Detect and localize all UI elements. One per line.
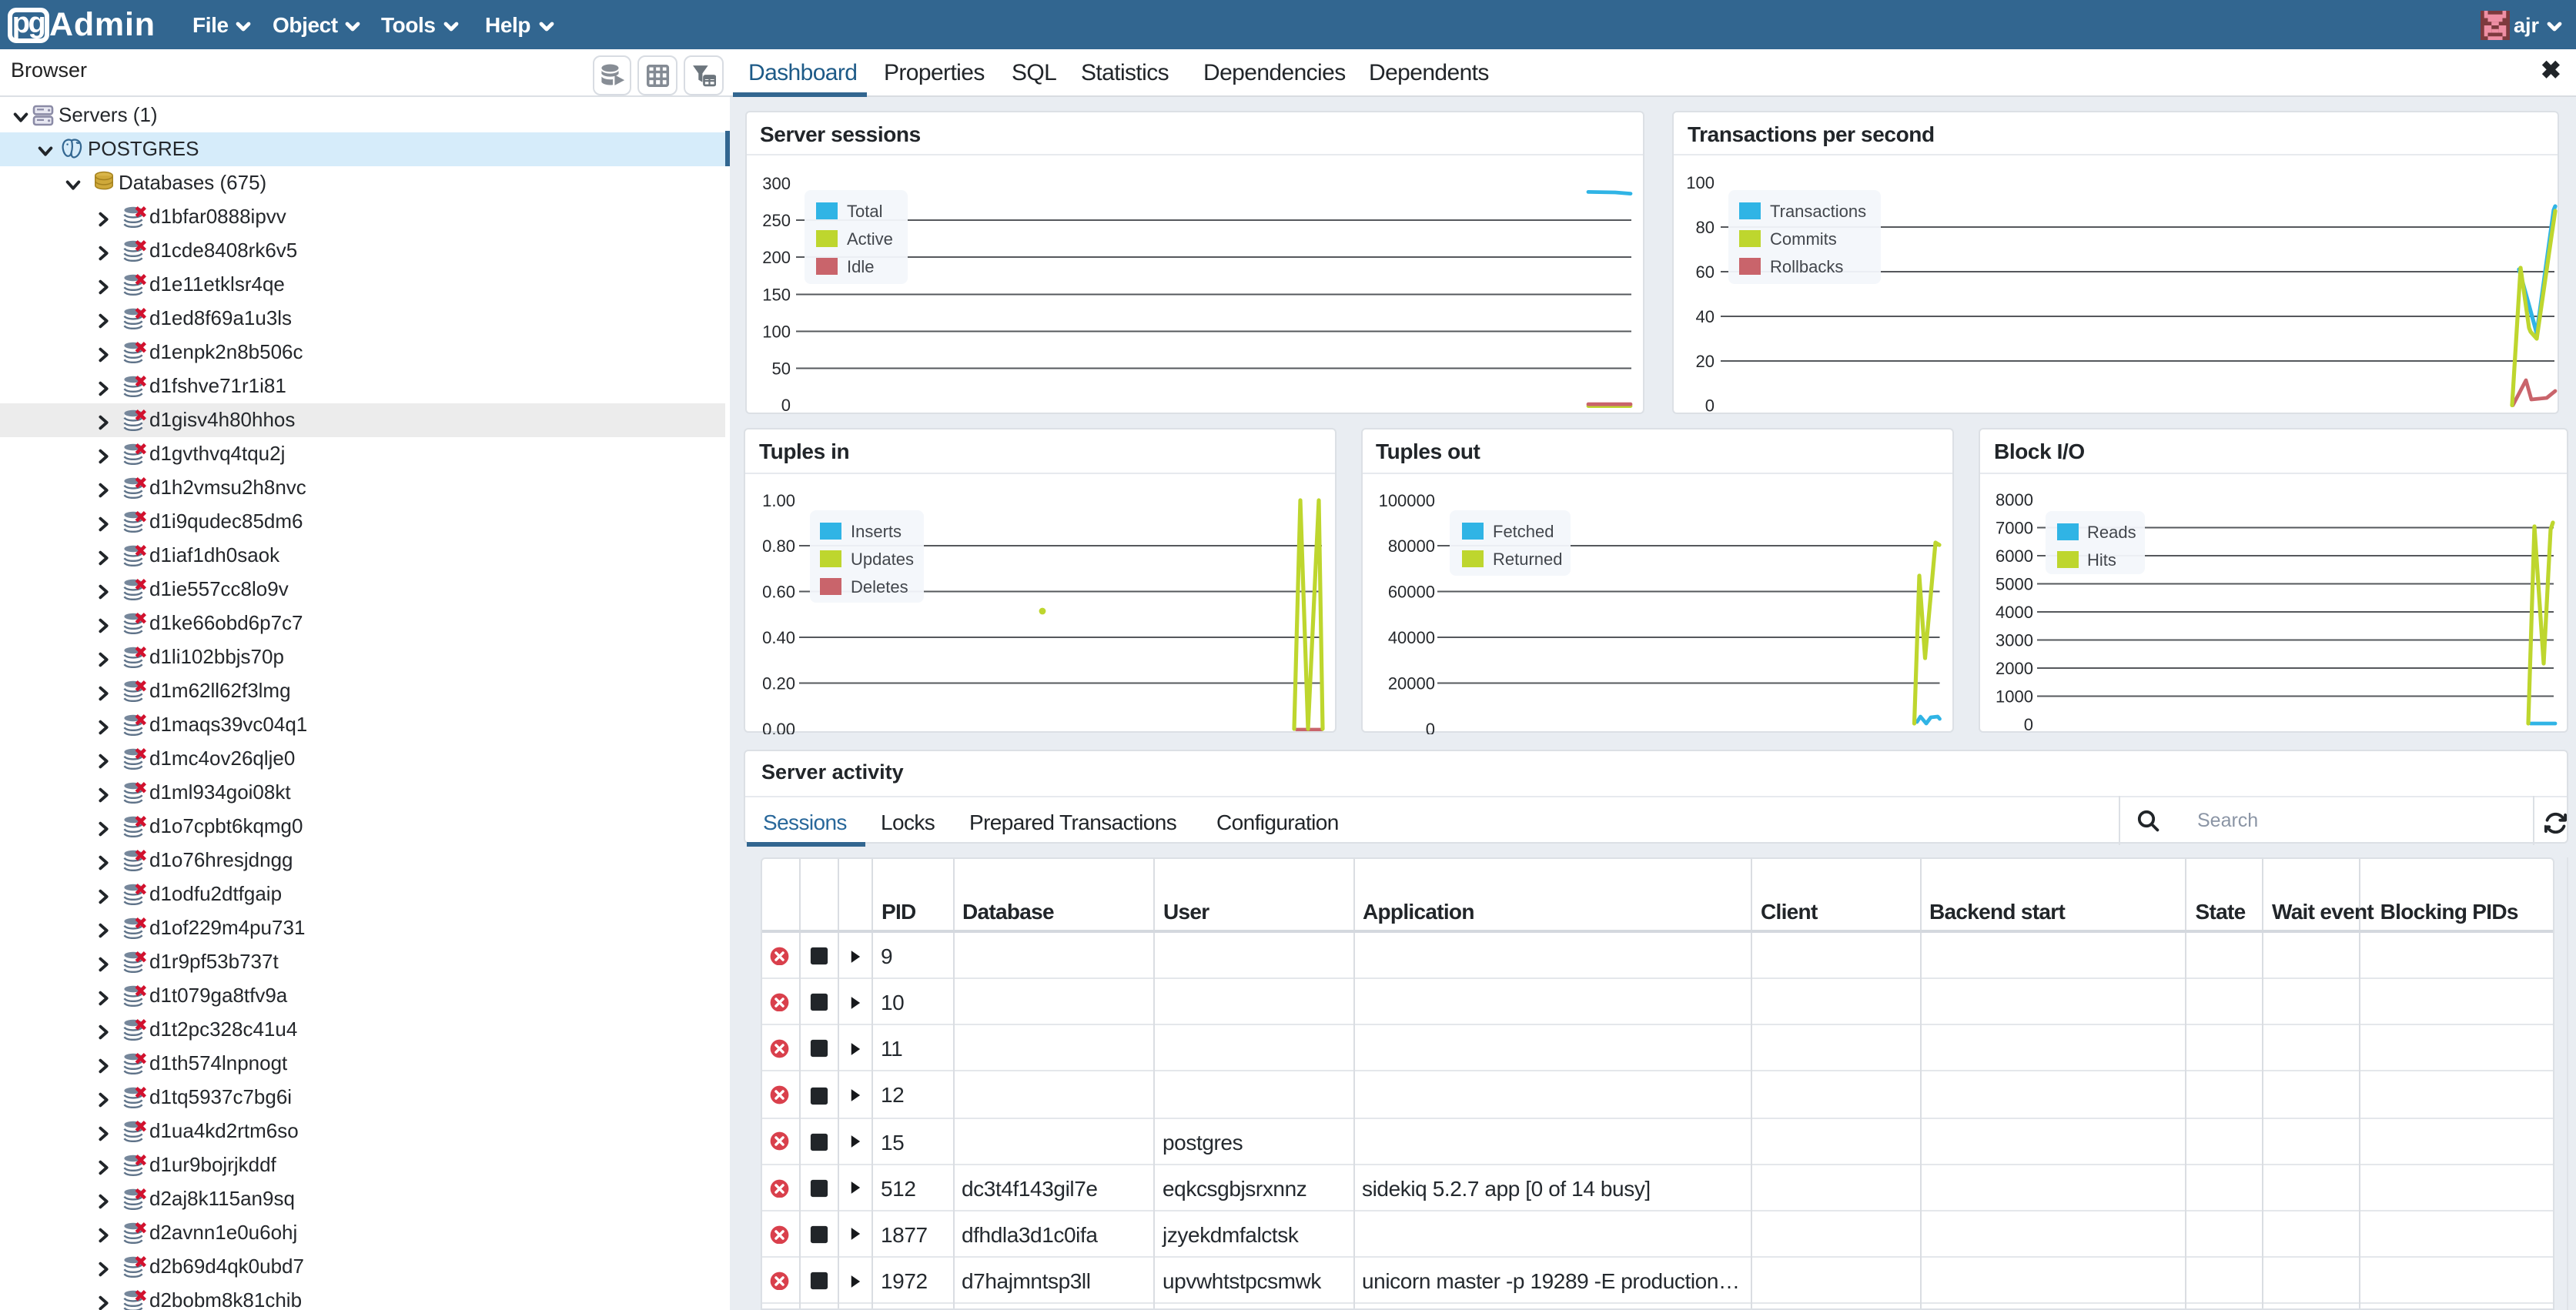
svg-text:200: 200 xyxy=(761,247,790,266)
svg-text:Updates: Updates xyxy=(851,550,914,569)
svg-text:300: 300 xyxy=(761,173,790,192)
svg-text:100000: 100000 xyxy=(1378,491,1434,510)
svg-text:7000: 7000 xyxy=(1996,518,2033,537)
svg-text:Inserts: Inserts xyxy=(851,522,902,541)
svg-text:Idle: Idle xyxy=(846,256,873,276)
svg-text:Reads: Reads xyxy=(2087,523,2136,542)
svg-text:50: 50 xyxy=(771,358,790,377)
svg-text:Returned: Returned xyxy=(1492,550,1562,569)
svg-text:80000: 80000 xyxy=(1387,536,1434,556)
svg-text:Transactions: Transactions xyxy=(1770,201,1866,220)
svg-text:0: 0 xyxy=(1425,720,1434,734)
svg-text:40: 40 xyxy=(1696,306,1715,326)
svg-text:Fetched: Fetched xyxy=(1492,522,1554,541)
svg-text:1000: 1000 xyxy=(1996,687,2033,706)
svg-text:6000: 6000 xyxy=(1996,546,2033,566)
svg-text:5000: 5000 xyxy=(1996,574,2033,593)
svg-text:2000: 2000 xyxy=(1996,659,2033,678)
svg-text:0.60: 0.60 xyxy=(762,582,795,601)
svg-text:100: 100 xyxy=(761,321,790,340)
svg-text:100: 100 xyxy=(1686,172,1715,192)
svg-text:0: 0 xyxy=(2024,715,2033,734)
svg-text:0.40: 0.40 xyxy=(762,628,795,647)
svg-text:Commits: Commits xyxy=(1770,229,1837,248)
svg-text:1.00: 1.00 xyxy=(762,491,795,510)
svg-text:0: 0 xyxy=(1705,395,1715,414)
svg-text:Deletes: Deletes xyxy=(851,577,908,597)
svg-text:20: 20 xyxy=(1696,351,1715,370)
svg-text:80: 80 xyxy=(1696,217,1715,236)
svg-text:150: 150 xyxy=(761,284,790,303)
svg-text:0.00: 0.00 xyxy=(762,720,795,734)
svg-text:0.80: 0.80 xyxy=(762,536,795,556)
svg-text:60: 60 xyxy=(1696,262,1715,281)
svg-text:0: 0 xyxy=(781,395,790,414)
svg-text:Active: Active xyxy=(846,229,892,248)
svg-text:Rollbacks: Rollbacks xyxy=(1770,256,1843,276)
svg-text:3000: 3000 xyxy=(1996,630,2033,650)
svg-text:4000: 4000 xyxy=(1996,603,2033,622)
svg-text:0.20: 0.20 xyxy=(762,673,795,693)
svg-text:40000: 40000 xyxy=(1387,628,1434,647)
svg-text:20000: 20000 xyxy=(1387,673,1434,693)
svg-text:Total: Total xyxy=(846,201,882,220)
svg-text:60000: 60000 xyxy=(1387,582,1434,601)
svg-text:Hits: Hits xyxy=(2087,550,2116,570)
svg-text:8000: 8000 xyxy=(1996,490,2033,510)
svg-text:250: 250 xyxy=(761,210,790,229)
